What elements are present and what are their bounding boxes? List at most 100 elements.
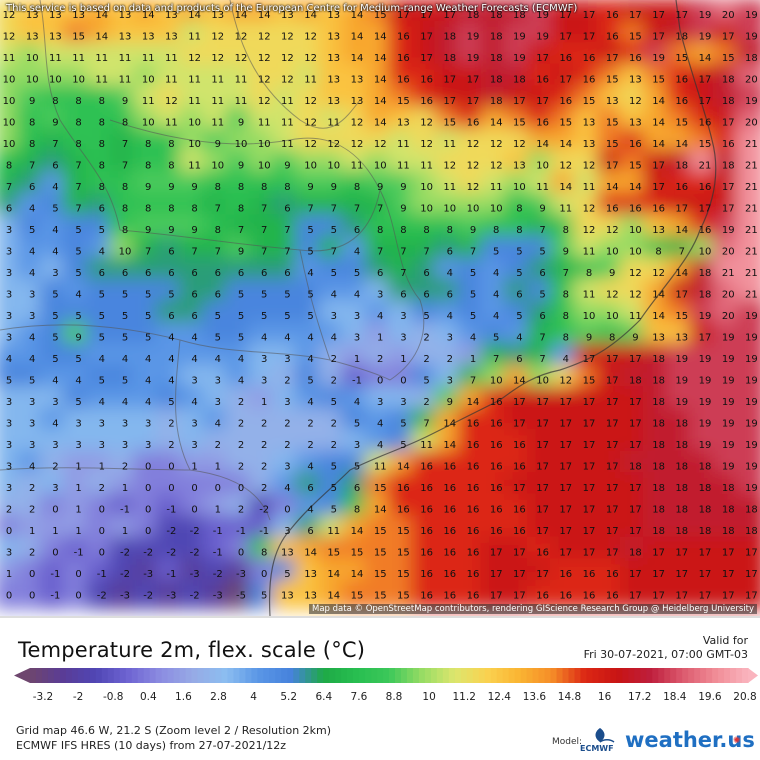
temperature-value: 11 (327, 118, 340, 129)
temperature-value: 17 (583, 10, 596, 21)
map-attribution[interactable]: Map data © OpenStreetMap contributors, r… (309, 604, 757, 614)
temperature-value: 17 (583, 397, 596, 408)
temperature-value: 16 (536, 591, 549, 602)
temperature-value: 3 (99, 419, 105, 430)
temperature-value: 16 (583, 75, 596, 86)
temperature-value: 17 (606, 505, 619, 516)
temperature-value: -1 (352, 376, 362, 387)
scale-tick-label: 4 (250, 691, 257, 703)
temperature-value: 4 (6, 354, 12, 365)
temperature-value: 4 (447, 268, 453, 279)
temperature-value: 3 (400, 333, 406, 344)
temperature-value: 7 (215, 247, 221, 258)
temperature-value: 16 (467, 440, 480, 451)
temperature-value: 21 (745, 182, 758, 193)
temperature-value: 10 (467, 204, 480, 215)
temperature-value: 12 (559, 376, 572, 387)
temperature-value: 11 (165, 75, 178, 86)
temperature-value: 4 (29, 268, 35, 279)
temperature-value: 17 (559, 419, 572, 430)
temperature-value: 13 (49, 32, 62, 43)
temperature-value: 14 (629, 182, 642, 193)
temperature-value: 10 (3, 118, 16, 129)
temperature-value: 3 (6, 419, 12, 430)
temperature-value: 7 (331, 204, 337, 215)
temperature-value: 15 (374, 548, 387, 559)
temperature-value: 17 (583, 440, 596, 451)
temperature-value: 11 (420, 440, 433, 451)
scale-swatch (119, 668, 127, 683)
temperature-value: 2 (168, 440, 174, 451)
scale-swatch (466, 668, 474, 683)
scale-swatch (682, 668, 689, 683)
temperature-value: 5 (52, 354, 58, 365)
temperature-value: 1 (377, 333, 383, 344)
temperature-value: 2 (238, 397, 244, 408)
scale-swatch (628, 668, 635, 683)
temperature-value: 8 (563, 333, 569, 344)
temperature-value: -2 (190, 526, 200, 537)
temperature-map[interactable]: 12 13 13 13 14 13 14 13 14 13 14 14 13 14 13 14 15 17 17 17… (0, 0, 760, 616)
temperature-value: 19 (699, 354, 712, 365)
temperature-value: 10 (72, 75, 85, 86)
scale-swatch (418, 668, 426, 683)
scale-swatch (520, 668, 528, 683)
scale-swatch (670, 668, 677, 683)
temperature-value: 11 (49, 53, 62, 64)
temperature-value: 14 (374, 505, 387, 516)
temperature-value: 6 (99, 268, 105, 279)
scale-swatch (53, 668, 61, 683)
temperature-value: 12 (420, 118, 433, 129)
scale-swatch (263, 668, 270, 683)
temperature-value: 10 (606, 247, 619, 258)
temperature-value: 11 (559, 204, 572, 215)
temperature-value: 3 (6, 247, 12, 258)
temperature-value: 16 (420, 96, 433, 107)
temperature-value: -2 (190, 548, 200, 559)
temperature-value: 16 (513, 505, 526, 516)
temperature-value: 14 (675, 268, 688, 279)
temperature-value: 18 (745, 53, 758, 64)
temperature-value: 10 (142, 118, 155, 129)
temperature-value: 15 (675, 118, 688, 129)
scale-swatch (30, 668, 37, 683)
scale-swatch (329, 668, 336, 683)
temperature-value: 1 (122, 483, 128, 494)
temperature-value: 19 (745, 376, 758, 387)
temperature-value: 12 (467, 161, 480, 172)
temperature-value: 16 (675, 75, 688, 86)
temperature-value: 13 (397, 118, 410, 129)
temperature-value: 19 (745, 96, 758, 107)
temperature-value: 18 (652, 483, 665, 494)
temperature-value: 19 (699, 32, 712, 43)
weather-us-logo[interactable]: weather.us (625, 728, 755, 752)
temperature-value: 12 (559, 161, 572, 172)
temperature-value: 14 (188, 10, 201, 21)
scale-swatch (353, 668, 360, 683)
scale-swatch (442, 668, 450, 683)
temperature-value: 2 (99, 483, 105, 494)
temperature-value: 16 (420, 483, 433, 494)
temperature-value: 4 (215, 419, 221, 430)
temperature-value: 21 (745, 204, 758, 215)
temperature-value: 5 (99, 225, 105, 236)
temperature-value: 2 (284, 376, 290, 387)
temperature-value: 3 (400, 397, 406, 408)
scale-swatch (400, 668, 408, 683)
temperature-value: 4 (29, 333, 35, 344)
temperature-value: 17 (652, 182, 665, 193)
temperature-value: 14 (374, 32, 387, 43)
temperature-value: 2 (261, 419, 267, 430)
temperature-value: 8 (377, 225, 383, 236)
temperature-value: 11 (351, 161, 364, 172)
temperature-value: 14 (351, 526, 364, 537)
temperature-value: 16 (397, 53, 410, 64)
temperature-value: -2 (97, 591, 107, 602)
temperature-value: 9 (400, 204, 406, 215)
temperature-value: 17 (536, 440, 549, 451)
temperature-value: 8 (75, 118, 81, 129)
temperature-value: 4 (191, 397, 197, 408)
temperature-value: 2 (331, 354, 337, 365)
temperature-value: 15 (397, 526, 410, 537)
temperature-value: 12 (583, 204, 596, 215)
